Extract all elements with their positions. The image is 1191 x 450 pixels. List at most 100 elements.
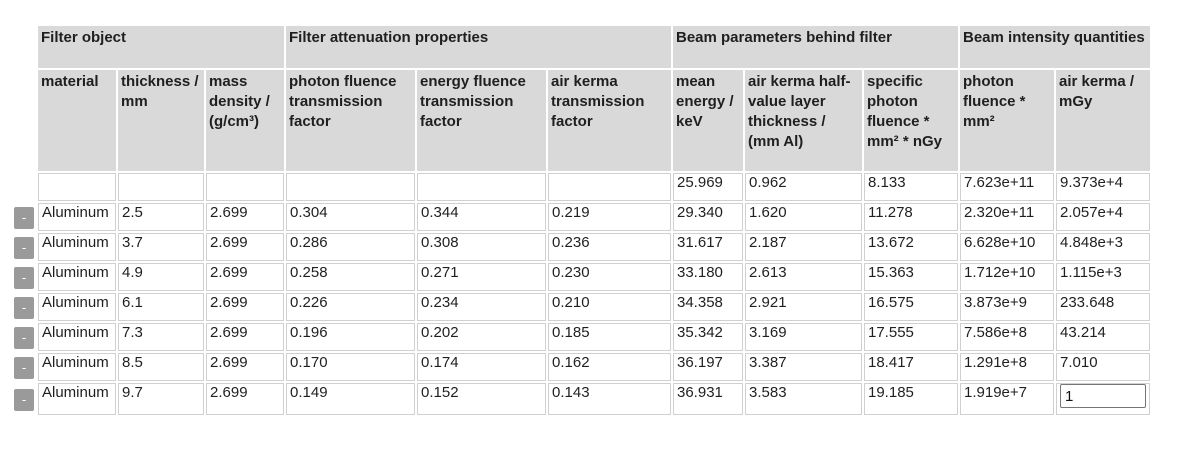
table-row: Aluminum 8.5 2.699 0.170 0.174 0.162 36.… [38, 353, 1150, 381]
cell-air-kerma: 43.214 [1056, 323, 1150, 351]
table-row: Aluminum 3.7 2.699 0.286 0.308 0.236 31.… [38, 233, 1150, 261]
remove-row-button[interactable]: - [14, 389, 34, 411]
group-header-beam-intensity: Beam intensity quantities [960, 26, 1150, 68]
empty-cell [417, 173, 546, 201]
cell-thickness: 2.5 [118, 203, 204, 231]
remove-row-button[interactable]: - [14, 207, 34, 229]
empty-cell [548, 173, 671, 201]
cell-air-kerma: 9.373e+4 [1056, 173, 1150, 201]
cell-mean-energy: 36.197 [673, 353, 743, 381]
cell-energy-tf: 0.344 [417, 203, 546, 231]
cell-density: 2.699 [206, 383, 284, 415]
cell-kerma-tf: 0.143 [548, 383, 671, 415]
empty-cell [286, 173, 415, 201]
cell-photon-tf: 0.258 [286, 263, 415, 291]
cell-specific-fluence: 19.185 [864, 383, 958, 415]
remove-row-button[interactable]: - [14, 327, 34, 349]
cell-density: 2.699 [206, 353, 284, 381]
cell-energy-tf: 0.271 [417, 263, 546, 291]
cell-energy-tf: 0.234 [417, 293, 546, 321]
group-header-beam-parameters: Beam parameters behind filter [673, 26, 958, 68]
group-header-attenuation: Filter attenuation properties [286, 26, 671, 68]
cell-material: Aluminum [38, 293, 116, 321]
unfiltered-beam-row: 25.969 0.962 8.133 7.623e+11 9.373e+4 [38, 173, 1150, 201]
cell-kerma-tf: 0.162 [548, 353, 671, 381]
cell-density: 2.699 [206, 263, 284, 291]
cell-air-kerma: 2.057e+4 [1056, 203, 1150, 231]
cell-energy-tf: 0.308 [417, 233, 546, 261]
cell-air-kerma: 7.010 [1056, 353, 1150, 381]
remove-row-button[interactable]: - [14, 267, 34, 289]
cell-mean-energy: 29.340 [673, 203, 743, 231]
table-row: Aluminum 9.7 2.699 0.149 0.152 0.143 36.… [38, 383, 1150, 415]
cell-mean-energy: 34.358 [673, 293, 743, 321]
column-header-thickness: thickness / mm [118, 70, 204, 171]
cell-kerma-tf: 0.185 [548, 323, 671, 351]
cell-mean-energy: 25.969 [673, 173, 743, 201]
cell-kerma-tf: 0.236 [548, 233, 671, 261]
column-header-specific-fluence: specific photon fluence * mm² * nGy [864, 70, 958, 171]
cell-specific-fluence: 13.672 [864, 233, 958, 261]
table-row: Aluminum 4.9 2.699 0.258 0.271 0.230 33.… [38, 263, 1150, 291]
cell-photon-tf: 0.226 [286, 293, 415, 321]
remove-row-button[interactable]: - [14, 297, 34, 319]
cell-thickness: 6.1 [118, 293, 204, 321]
cell-thickness: 7.3 [118, 323, 204, 351]
column-header-material: material [38, 70, 116, 171]
cell-specific-fluence: 16.575 [864, 293, 958, 321]
cell-hvl: 2.921 [745, 293, 862, 321]
cell-hvl: 2.187 [745, 233, 862, 261]
cell-photon-tf: 0.170 [286, 353, 415, 381]
cell-material: Aluminum [38, 323, 116, 351]
cell-air-kerma: 1.115e+3 [1056, 263, 1150, 291]
cell-kerma-tf: 0.219 [548, 203, 671, 231]
cell-hvl: 3.583 [745, 383, 862, 415]
cell-photon-tf: 0.196 [286, 323, 415, 351]
cell-thickness: 3.7 [118, 233, 204, 261]
cell-specific-fluence: 15.363 [864, 263, 958, 291]
column-header-photon-fluence-tf: photon fluence transmission factor [286, 70, 415, 171]
column-header-photon-fluence: photon fluence * mm² [960, 70, 1054, 171]
cell-energy-tf: 0.202 [417, 323, 546, 351]
cell-photon-fluence: 1.291e+8 [960, 353, 1054, 381]
column-header-air-kerma: air kerma / mGy [1056, 70, 1150, 171]
cell-photon-fluence: 3.873e+9 [960, 293, 1054, 321]
table-row: Aluminum 2.5 2.699 0.304 0.344 0.219 29.… [38, 203, 1150, 231]
column-header-hvl: air kerma half- value layer thickness / … [745, 70, 862, 171]
cell-photon-tf: 0.304 [286, 203, 415, 231]
cell-photon-fluence: 7.623e+11 [960, 173, 1054, 201]
group-header-filter-object: Filter object [38, 26, 284, 68]
remove-row-button[interactable]: - [14, 237, 34, 259]
air-kerma-input[interactable] [1060, 384, 1146, 408]
empty-cell [118, 173, 204, 201]
remove-row-button[interactable]: - [14, 357, 34, 379]
cell-air-kerma: 4.848e+3 [1056, 233, 1150, 261]
cell-photon-fluence: 1.919e+7 [960, 383, 1054, 415]
cell-density: 2.699 [206, 323, 284, 351]
filter-table: Filter object Filter attenuation propert… [36, 24, 1152, 417]
cell-density: 2.699 [206, 293, 284, 321]
cell-energy-tf: 0.174 [417, 353, 546, 381]
cell-mean-energy: 33.180 [673, 263, 743, 291]
cell-hvl: 0.962 [745, 173, 862, 201]
cell-material: Aluminum [38, 263, 116, 291]
column-header-energy-fluence-tf: energy fluence transmission factor [417, 70, 546, 171]
cell-air-kerma: 233.648 [1056, 293, 1150, 321]
cell-mean-energy: 35.342 [673, 323, 743, 351]
cell-photon-tf: 0.286 [286, 233, 415, 261]
cell-mean-energy: 31.617 [673, 233, 743, 261]
cell-material: Aluminum [38, 233, 116, 261]
cell-hvl: 3.387 [745, 353, 862, 381]
cell-air-kerma [1056, 383, 1150, 415]
empty-cell [38, 173, 116, 201]
cell-energy-tf: 0.152 [417, 383, 546, 415]
cell-photon-tf: 0.149 [286, 383, 415, 415]
cell-specific-fluence: 8.133 [864, 173, 958, 201]
cell-density: 2.699 [206, 233, 284, 261]
column-header-air-kerma-tf: air kerma transmission factor [548, 70, 671, 171]
cell-material: Aluminum [38, 383, 116, 415]
cell-specific-fluence: 11.278 [864, 203, 958, 231]
cell-thickness: 4.9 [118, 263, 204, 291]
cell-hvl: 1.620 [745, 203, 862, 231]
cell-density: 2.699 [206, 203, 284, 231]
